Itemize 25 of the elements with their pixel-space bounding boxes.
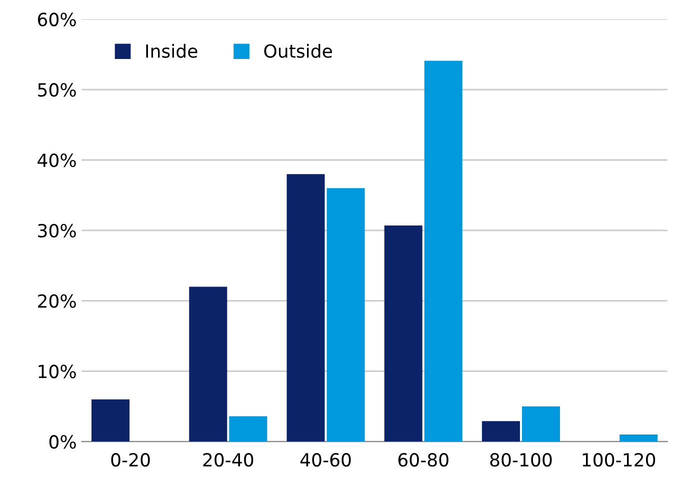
x-tick-label: 60-80 xyxy=(398,453,448,467)
legend-label: Inside xyxy=(146,44,198,58)
bar xyxy=(189,286,228,442)
y-tick-label: 20% xyxy=(38,294,76,308)
bar xyxy=(482,421,520,442)
y-tick-label: 30% xyxy=(38,224,76,238)
bar xyxy=(522,406,560,442)
x-tick-label: 40-60 xyxy=(300,453,351,467)
x-tick-label: 80-100 xyxy=(490,453,552,467)
y-tick-label: 60% xyxy=(38,12,76,26)
x-tick-label: 100-120 xyxy=(582,453,656,467)
bar xyxy=(286,174,325,442)
bar xyxy=(229,416,268,442)
bar xyxy=(92,399,130,442)
bar xyxy=(620,434,658,442)
y-tick-label: 40% xyxy=(38,153,76,168)
y-tick-label: 50% xyxy=(38,83,76,97)
x-tick-label: 20-40 xyxy=(203,453,254,467)
y-tick-label: 0% xyxy=(49,435,76,449)
y-tick-label: 10% xyxy=(38,364,76,378)
legend-label: Outside xyxy=(264,44,332,58)
x-tick-label: 0-20 xyxy=(111,453,150,467)
bar xyxy=(424,60,462,442)
bar xyxy=(384,225,422,442)
bar xyxy=(326,188,365,442)
